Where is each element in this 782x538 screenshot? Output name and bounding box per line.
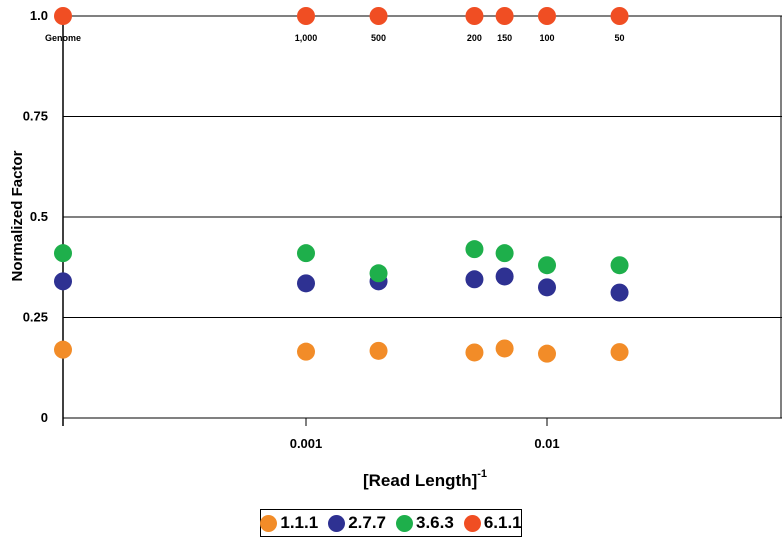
x-axis-title-exponent: -1 <box>477 468 487 480</box>
legend-item: 6.1.1 <box>463 513 522 533</box>
grid-lines <box>63 15 782 419</box>
legend-swatch <box>396 514 413 532</box>
legend-swatch <box>328 514 346 532</box>
y-tick-label: 0 <box>41 410 48 425</box>
point-3-6-3 <box>538 256 556 275</box>
point-6-1-1 <box>495 7 514 25</box>
x-axis-title: [Read Length]-1 <box>363 468 487 490</box>
read-length-label: 500 <box>371 33 386 43</box>
read-length-label: 200 <box>467 33 482 43</box>
point-2-7-7 <box>465 270 484 289</box>
point-2-7-7 <box>54 272 72 291</box>
point-1-1-1 <box>495 339 514 358</box>
point-1-1-1 <box>369 341 388 360</box>
y-axis-title: Normalized Factor <box>9 150 26 281</box>
point-1-1-1 <box>465 343 484 362</box>
point-1-1-1 <box>538 344 556 363</box>
point-6-1-1 <box>297 7 315 25</box>
y-tick-label: 1.0 <box>30 8 48 23</box>
point-1-1-1 <box>54 340 72 359</box>
read-length-label: 150 <box>497 33 512 43</box>
tick-labels: 0 0.25 0.5 0.75 1.0 0.001 0.01 <box>23 8 560 451</box>
point-2-7-7 <box>610 283 629 302</box>
point-6-1-1 <box>538 7 556 25</box>
point-6-1-1 <box>369 7 388 25</box>
point-3-6-3 <box>54 244 72 263</box>
x-tick-label: 0.01 <box>534 436 559 451</box>
point-3-6-3 <box>369 264 388 283</box>
point-1-1-1 <box>610 343 629 362</box>
point-1-1-1 <box>297 342 315 361</box>
legend-label: 3.6.3 <box>416 513 454 532</box>
point-3-6-3 <box>610 256 629 275</box>
point-2-7-7 <box>297 274 315 293</box>
y-tick-label: 0.25 <box>23 310 48 325</box>
legend-item: 3.6.3 <box>396 513 454 533</box>
legend-label: 6.1.1 <box>483 513 522 532</box>
axes <box>62 12 782 426</box>
point-6-1-1 <box>54 7 72 25</box>
read-length-label: 1,000 <box>295 33 318 43</box>
legend-item: 2.7.7 <box>328 513 386 533</box>
x-tick-label: 0.001 <box>290 436 323 451</box>
point-3-6-3 <box>297 244 315 263</box>
point-6-1-1 <box>465 7 484 25</box>
read-length-label: 100 <box>539 33 554 43</box>
legend-label: 1.1.1 <box>280 513 319 532</box>
legend-swatch <box>260 514 278 532</box>
read-length-label: 50 <box>615 33 625 43</box>
legend-item: 1.1.1 <box>260 513 318 533</box>
read-length-label: Genome <box>45 33 81 43</box>
point-2-7-7 <box>538 278 556 297</box>
point-2-7-7 <box>495 267 514 286</box>
y-tick-label: 0.5 <box>30 209 48 224</box>
legend-label: 2.7.7 <box>348 513 386 532</box>
point-6-1-1 <box>610 7 629 25</box>
chart-legend: 1.1.1 2.7.7 3.6.3 6.1.1 <box>260 509 522 537</box>
legend-swatch <box>463 514 481 532</box>
x-axis-title-text: [Read Length] <box>363 471 477 490</box>
y-tick-label: 0.75 <box>23 109 48 124</box>
point-3-6-3 <box>495 244 514 263</box>
top-read-length-labels: Genome 1,000 500 200 150 100 50 <box>45 33 625 43</box>
point-3-6-3 <box>465 240 484 259</box>
data-points <box>54 7 629 363</box>
